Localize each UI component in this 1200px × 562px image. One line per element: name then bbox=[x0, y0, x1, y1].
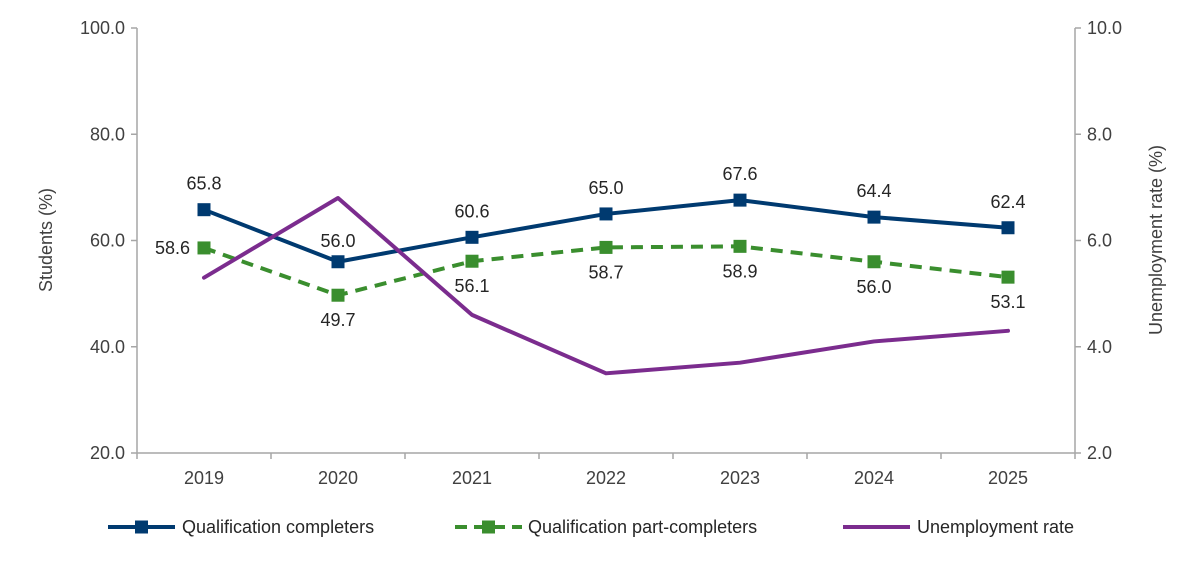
data-label-part-completers: 58.6 bbox=[155, 238, 190, 258]
data-label-completers: 65.0 bbox=[588, 178, 623, 198]
data-label-part-completers: 56.1 bbox=[454, 276, 489, 296]
right-tick-label: 8.0 bbox=[1087, 124, 1112, 144]
data-label-part-completers: 53.1 bbox=[990, 292, 1025, 312]
data-label-part-completers: 56.0 bbox=[856, 277, 891, 297]
data-point-marker bbox=[197, 203, 211, 217]
legend-swatch-marker-1 bbox=[482, 520, 495, 534]
left-tick-label: 20.0 bbox=[90, 443, 125, 463]
data-point-marker bbox=[733, 193, 747, 207]
data-point-marker bbox=[733, 239, 747, 253]
legend-label-2: Unemployment rate bbox=[917, 517, 1074, 537]
data-point-marker bbox=[465, 230, 479, 244]
x-tick-label: 2021 bbox=[452, 468, 492, 488]
data-label-part-completers: 58.7 bbox=[588, 262, 623, 282]
data-point-marker bbox=[599, 207, 613, 221]
left-axis-title: Students (%) bbox=[36, 188, 56, 292]
left-tick-label: 80.0 bbox=[90, 124, 125, 144]
series-markers bbox=[197, 193, 1015, 302]
series-line-2 bbox=[202, 196, 1010, 376]
data-label-completers: 64.4 bbox=[856, 181, 891, 201]
x-tick-label: 2019 bbox=[184, 468, 224, 488]
chart-axes: 100.0 80.0 60.0 40.0 20.0 10.0 8.0 6.0 4.0 2.0 201… bbox=[80, 18, 1122, 488]
data-label-completers: 65.8 bbox=[186, 174, 221, 194]
data-label-part-completers: 58.9 bbox=[722, 261, 757, 281]
data-point-marker bbox=[465, 254, 479, 268]
right-tick-label: 2.0 bbox=[1087, 443, 1112, 463]
data-point-marker bbox=[867, 255, 881, 269]
right-tick-label: 4.0 bbox=[1087, 337, 1112, 357]
data-point-marker bbox=[867, 210, 881, 224]
x-tick-label: 2022 bbox=[586, 468, 626, 488]
legend-swatch-marker-0 bbox=[135, 520, 148, 534]
left-tick-label: 100.0 bbox=[80, 18, 125, 38]
data-point-marker bbox=[1001, 270, 1015, 284]
data-point-marker bbox=[331, 255, 345, 269]
data-label-part-completers: 49.7 bbox=[320, 310, 355, 330]
data-point-marker bbox=[197, 241, 211, 255]
right-tick-label: 6.0 bbox=[1087, 231, 1112, 251]
data-point-marker bbox=[1001, 221, 1015, 235]
right-tick-label: 10.0 bbox=[1087, 18, 1122, 38]
x-tick-label: 2024 bbox=[854, 468, 894, 488]
data-label-completers: 67.6 bbox=[722, 164, 757, 184]
left-tick-label: 40.0 bbox=[90, 337, 125, 357]
data-label-completers: 62.4 bbox=[990, 192, 1025, 212]
legend-label-1: Qualification part-completers bbox=[528, 517, 757, 537]
x-tick-label: 2025 bbox=[988, 468, 1028, 488]
data-label-completers: 60.6 bbox=[454, 201, 489, 221]
left-tick-label: 60.0 bbox=[90, 231, 125, 251]
legend-label-0: Qualification completers bbox=[182, 517, 374, 537]
x-tick-label: 2023 bbox=[720, 468, 760, 488]
data-labels: 65.8 56.0 60.6 65.0 67.6 64.4 62.4 58.6 49.7 56.1… bbox=[155, 164, 1026, 330]
data-point-marker bbox=[331, 288, 345, 302]
x-tick-label: 2020 bbox=[318, 468, 358, 488]
right-axis-title: Unemployment rate (%) bbox=[1146, 145, 1166, 335]
data-point-marker bbox=[599, 240, 613, 254]
legend: Qualification completers Qualification pa… bbox=[108, 517, 1074, 537]
data-label-completers: 56.0 bbox=[320, 231, 355, 251]
